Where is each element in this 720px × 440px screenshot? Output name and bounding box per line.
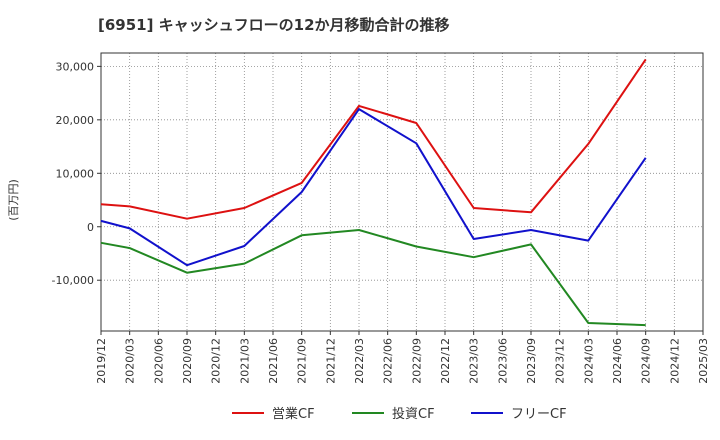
grid [100,53,704,331]
y-tick-label: 10,000 [56,167,95,180]
y-tick-label: 30,000 [56,60,95,73]
x-tick-label: 2023/09 [525,338,538,384]
x-tick-label: 2023/03 [468,338,481,384]
x-tick-label: 2022/09 [410,338,423,384]
x-tick-label: 2024/03 [582,338,595,384]
x-tick-label: 2022/03 [353,338,366,384]
plot-area [100,52,704,332]
series-line [100,229,646,327]
x-tick-label: 2025/03 [697,338,710,384]
x-tick-label: 2024/06 [611,338,624,384]
x-tick-label: 2022/12 [439,338,452,384]
x-axis-ticks: 2019/12 2020/03 2020/06 2020/09 2020/12 2021/… [95,331,710,384]
x-tick-label: 2024/09 [640,338,653,384]
legend-label: フリーCF [511,407,567,422]
y-tick-label: 20,000 [56,114,95,127]
x-tick-label: 2021/03 [238,338,251,384]
x-tick-label: 2022/06 [382,338,395,384]
x-tick-label: 2020/03 [124,338,137,384]
legend-label: 営業CF [272,406,315,422]
y-tick-label: 0 [87,221,94,234]
y-tick-label: -10,000 [52,274,94,287]
x-tick-label: 2023/06 [496,338,509,384]
y-axis-label: (百万円) [7,179,20,221]
series [100,58,647,327]
x-tick-label: 2024/12 [668,338,681,384]
x-tick-label: 2020/09 [181,338,194,384]
x-tick-label: 2020/06 [152,338,165,384]
chart-title: [6951] キャッシュフローの12か月移動合計の推移 [98,16,450,34]
x-tick-label: 2021/12 [324,338,337,384]
y-axis-ticks: 30,000 20,000 10,000 0 -10,000 [52,60,101,287]
x-tick-label: 2023/12 [554,338,567,384]
series-line [100,58,647,220]
x-tick-label: 2021/09 [296,338,309,384]
x-tick-label: 2020/12 [210,338,223,384]
series-line [100,108,647,267]
x-tick-label: 2021/06 [267,338,280,384]
legend: 営業CF 投資CF フリーCF [232,406,567,422]
legend-label: 投資CF [392,406,435,422]
x-tick-label: 2019/12 [95,338,108,384]
